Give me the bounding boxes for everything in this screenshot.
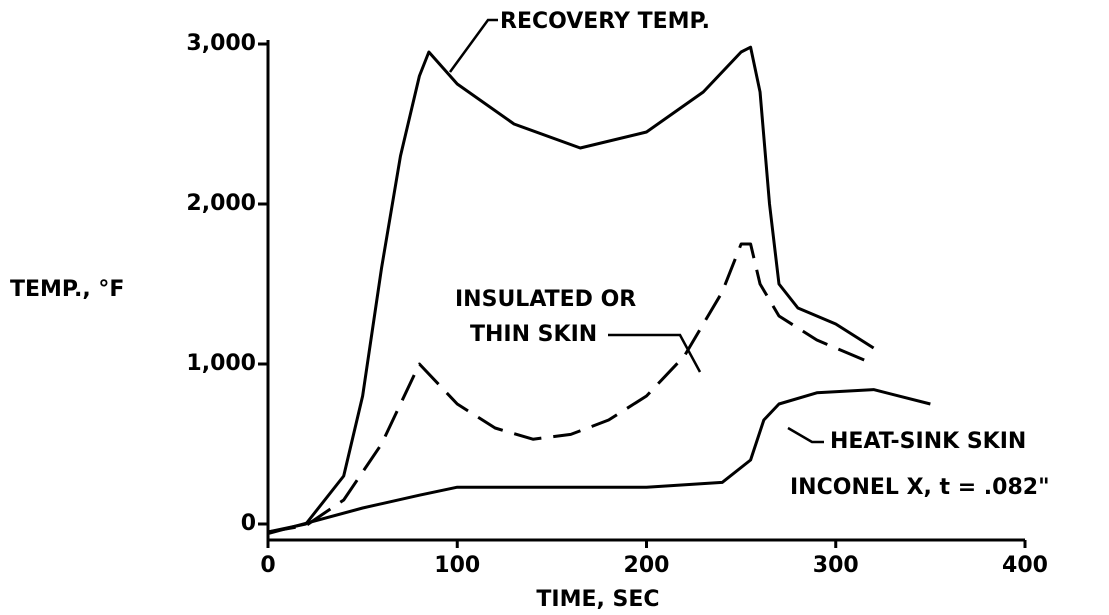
annotation: HEAT-SINK SKIN bbox=[830, 429, 1026, 454]
y-tick-label: 0 bbox=[241, 511, 256, 536]
series-line bbox=[267, 388, 931, 536]
y-tick-label: 1,000 bbox=[186, 351, 256, 376]
annotation: RECOVERY TEMP. bbox=[500, 9, 710, 34]
x-tick-label: 0 bbox=[260, 553, 275, 578]
y-axis-label: TEMP., °F bbox=[10, 277, 124, 302]
x-tick-label: 100 bbox=[434, 553, 480, 578]
x-axis-label: TIME, SEC bbox=[536, 587, 659, 612]
y-tick-label: 2,000 bbox=[186, 191, 256, 216]
x-tick-label: 200 bbox=[624, 553, 670, 578]
annotation: THIN SKIN bbox=[470, 322, 597, 347]
leader-line bbox=[787, 426, 824, 444]
annotation: INCONEL X, t = .082" bbox=[790, 475, 1050, 500]
series-line bbox=[267, 242, 875, 534]
annotation: INSULATED OR bbox=[455, 287, 636, 312]
leader-line bbox=[448, 18, 498, 73]
y-tick-label: 3,000 bbox=[186, 31, 256, 56]
series-line bbox=[267, 45, 875, 534]
leader-line bbox=[608, 333, 702, 373]
x-tick-label: 300 bbox=[813, 553, 859, 578]
x-tick-label: 400 bbox=[1002, 553, 1048, 578]
